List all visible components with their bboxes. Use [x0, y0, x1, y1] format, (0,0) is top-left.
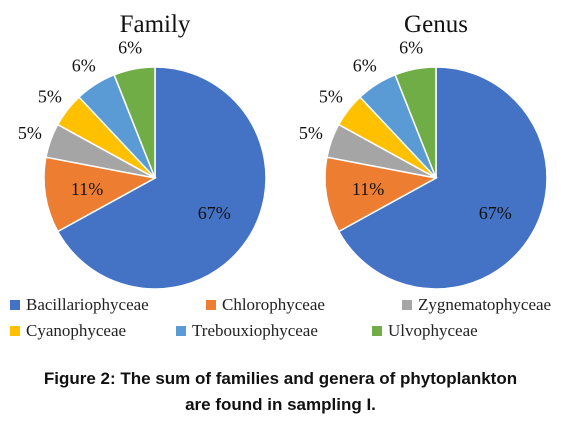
legend-swatch [206, 300, 216, 310]
pie-data-label: 6% [353, 56, 377, 76]
legend: Bacillariophyceae Chlorophyceae Zygnemat… [10, 292, 555, 344]
figure-caption: Figure 2: The sum of families and genera… [0, 366, 561, 418]
pie-chart-genus: Genus 67% 11% 5% 5% 6% 6% [299, 11, 548, 290]
caption-line-1: Figure 2: The sum of families and genera… [43, 369, 518, 388]
pie-data-label: 11% [352, 179, 384, 199]
legend-label: Zygnematophyceae [418, 295, 552, 314]
pie-data-label: 67% [198, 203, 231, 223]
legend-swatch [402, 300, 412, 310]
pie-data-label: 11% [71, 179, 103, 199]
legend-swatch [10, 326, 20, 336]
legend-label: Bacillariophyceae [26, 295, 149, 314]
pie-data-label: 5% [299, 123, 323, 143]
legend-swatch [372, 326, 382, 336]
legend-item-zygnematophyceae: Zygnematophyceae [402, 295, 551, 315]
chart-title: Genus [404, 11, 468, 38]
pie-slice-chlorophyceae [324, 156, 439, 233]
legend-label: Chlorophyceae [222, 295, 325, 314]
legend-swatch [10, 300, 20, 310]
pie-data-label: 6% [72, 56, 96, 76]
legend-item-chlorophyceae: Chlorophyceae [206, 295, 402, 315]
chart-title: Family [120, 11, 191, 38]
pie-data-label: 67% [479, 203, 512, 223]
caption-line-2: are found in sampling I. [185, 395, 376, 414]
legend-label: Trebouxiophyceae [192, 321, 318, 340]
pie-slice-bacillariophyceae [337, 66, 548, 290]
pie-data-label: 6% [118, 37, 142, 57]
pie-data-label: 6% [399, 37, 423, 57]
pie-data-label: 5% [38, 86, 62, 106]
pie-slice-chlorophyceae [43, 156, 158, 233]
legend-item-ulvophyceae: Ulvophyceae [372, 321, 478, 341]
legend-row-1: Bacillariophyceae Chlorophyceae Zygnemat… [10, 292, 555, 318]
legend-label: Cyanophyceae [26, 321, 127, 340]
legend-label: Ulvophyceae [388, 321, 478, 340]
pie-data-label: 5% [319, 86, 343, 106]
pie-slice-bacillariophyceae [56, 66, 267, 290]
pie-data-label: 5% [18, 123, 42, 143]
pie-slice-ulvophyceae [113, 66, 156, 179]
legend-swatch [176, 326, 186, 336]
pie-chart-family: Family 67% 11% 5% 5% 6% 6% [18, 11, 267, 290]
legend-item-cyanophyceae: Cyanophyceae [10, 321, 176, 341]
legend-row-2: Cyanophyceae Trebouxiophyceae Ulvophycea… [10, 318, 555, 344]
legend-item-bacillariophyceae: Bacillariophyceae [10, 295, 206, 315]
pie-slice-ulvophyceae [394, 66, 437, 179]
legend-item-trebouxiophyceae: Trebouxiophyceae [176, 321, 372, 341]
